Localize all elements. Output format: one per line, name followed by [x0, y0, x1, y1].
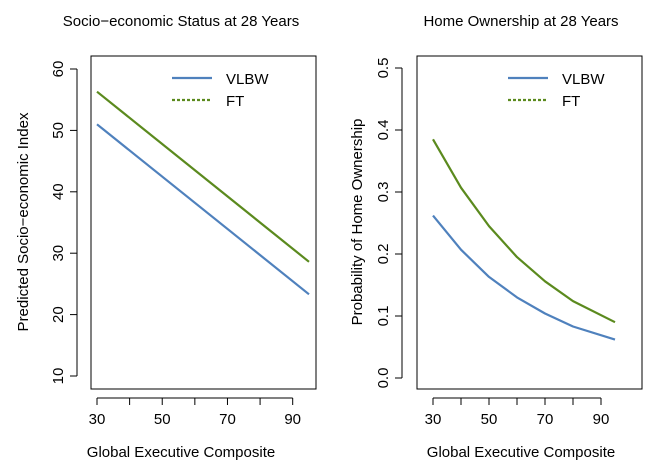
series-group [432, 138, 616, 341]
legend-label-ft: FT [226, 93, 244, 110]
chart-title: Home Ownership at 28 Years [423, 13, 618, 30]
legend: VLBW FT [508, 71, 605, 110]
series-group [96, 90, 310, 296]
x-axis: 30 50 70 90 [89, 397, 301, 428]
x-axis-label: Global Executive Composite [427, 444, 615, 461]
y-axis: 10 20 30 40 50 60 [50, 61, 78, 385]
ses-panel: Socio−economic Status at 28 Years 30 50 70… [15, 13, 317, 461]
y-axis-label: Probability of Home Ownership [349, 119, 366, 326]
series-line-vlbw [432, 214, 616, 341]
chart-title: Socio−economic Status at 28 Years [63, 13, 299, 30]
y-tick-label: 10 [50, 368, 67, 385]
y-tick-label: 0.3 [375, 182, 392, 203]
plot-frame [416, 55, 643, 390]
y-tick-label: 30 [50, 245, 67, 262]
y-axis-label: Predicted Socio−economic Index [15, 112, 32, 331]
series-line-vlbw [96, 123, 310, 296]
x-axis-label: Global Executive Composite [87, 444, 275, 461]
legend-label-vlbw: VLBW [226, 71, 269, 88]
x-axis: 30 50 70 90 [425, 397, 610, 428]
legend: VLBW FT [172, 71, 269, 110]
x-tick-label: 90 [593, 411, 610, 428]
series-line-ft [432, 138, 616, 324]
y-tick-label: 50 [50, 122, 67, 139]
home-ownership-panel: Home Ownership at 28 Years 30 50 70 90 0.00… [349, 13, 643, 461]
y-axis: 0.0 0.1 0.2 0.3 0.4 0.5 [375, 58, 403, 389]
legend-label-ft: FT [562, 93, 580, 110]
legend-label-vlbw: VLBW [562, 71, 605, 88]
y-tick-label: 0.5 [375, 58, 392, 79]
x-tick-label: 70 [537, 411, 554, 428]
y-tick-label: 0.1 [375, 306, 392, 327]
y-tick-label: 0.4 [375, 120, 392, 141]
x-tick-label: 50 [154, 411, 171, 428]
plot-frame [90, 55, 317, 390]
x-tick-label: 30 [89, 411, 106, 428]
x-tick-label: 50 [481, 411, 498, 428]
y-tick-label: 40 [50, 183, 67, 200]
y-tick-label: 0.2 [375, 244, 392, 265]
y-tick-label: 20 [50, 306, 67, 323]
y-tick-label: 0.0 [375, 368, 392, 389]
x-tick-label: 70 [219, 411, 236, 428]
x-tick-label: 30 [425, 411, 442, 428]
x-tick-label: 90 [284, 411, 301, 428]
series-line-ft [96, 90, 310, 263]
y-tick-label: 60 [50, 61, 67, 78]
